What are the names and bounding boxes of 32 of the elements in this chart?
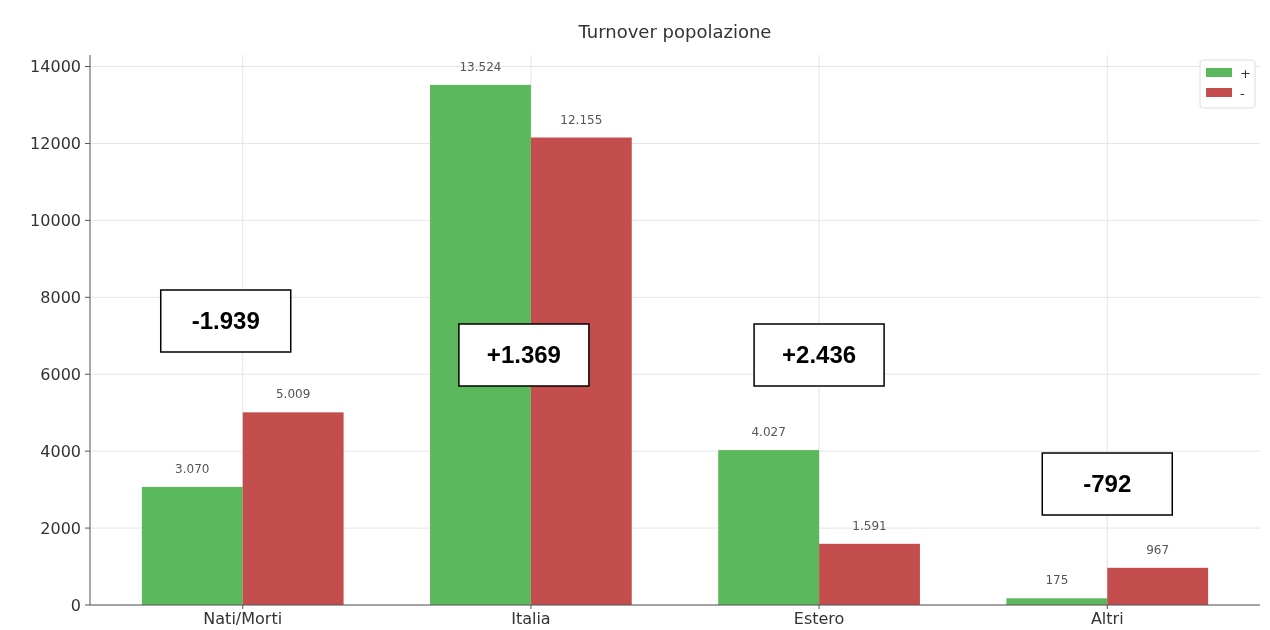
annotation: -792 xyxy=(1083,470,1132,498)
data-label: 967 xyxy=(1146,542,1170,557)
y-tick-label: 12000 xyxy=(30,134,81,154)
y-tick-label: 10000 xyxy=(30,210,81,230)
data-label: 1.591 xyxy=(852,518,887,533)
bar xyxy=(819,543,920,605)
data-label: 3.070 xyxy=(175,461,210,476)
y-tick-label: 0 xyxy=(70,595,81,615)
bar xyxy=(1107,567,1209,605)
chart-title: Turnover popolazione xyxy=(577,21,772,42)
x-tick-label: Estero xyxy=(793,609,845,628)
annotation: +2.436 xyxy=(782,341,857,369)
y-tick-label: 2000 xyxy=(40,518,81,538)
bar xyxy=(242,412,344,605)
x-tick-label: Nati/Morti xyxy=(203,609,283,628)
y-tick-label: 14000 xyxy=(30,57,81,77)
x-tick-label: Italia xyxy=(511,609,551,628)
bar xyxy=(141,486,243,605)
legend-label: + xyxy=(1240,65,1251,81)
y-tick-label: 4000 xyxy=(40,441,81,461)
data-label: 4.027 xyxy=(751,425,786,440)
y-tick-label: 8000 xyxy=(40,287,81,307)
bar xyxy=(718,450,820,605)
data-label: 5.009 xyxy=(275,387,311,402)
annotation: -1.939 xyxy=(191,307,260,335)
data-label: 175 xyxy=(1045,573,1069,588)
data-label: 13.524 xyxy=(459,59,502,74)
legend-label: - xyxy=(1240,85,1245,101)
x-tick-label: Altri xyxy=(1090,609,1124,628)
y-tick-label: 6000 xyxy=(40,364,81,384)
data-label: 12.155 xyxy=(560,112,603,127)
annotation: +1.369 xyxy=(486,341,561,369)
